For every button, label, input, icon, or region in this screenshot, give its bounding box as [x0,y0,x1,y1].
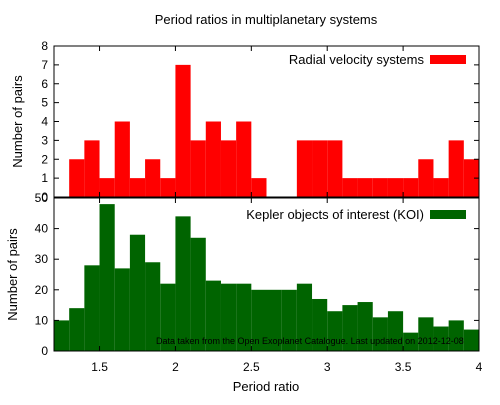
panel-frame [53,197,480,352]
y-tick-label: 0 [41,190,48,204]
histogram-bar [494,342,500,351]
histogram-bar [114,268,130,351]
y-tick-label: 30 [35,252,49,266]
bars-layer [54,64,500,351]
y-tick-label: 5 [41,96,48,110]
histogram-bar [236,283,252,351]
histogram-bar [145,262,161,351]
histogram-bar [84,265,100,351]
histogram-bar [160,283,176,351]
histogram-bar [372,317,388,351]
histogram-bar [190,140,206,197]
histogram-bar [99,204,115,351]
histogram-bar [357,178,373,197]
histogram-bar [312,140,328,197]
histogram-bar [281,289,297,351]
histogram-bar [129,234,146,351]
ticks-layer [54,45,480,352]
histogram-bar [387,178,404,197]
histogram-bar [220,140,237,197]
histogram-bar [296,283,313,351]
histogram-bar [448,140,464,197]
histogram-bar [296,140,313,197]
histogram-bar [251,178,267,197]
y-tick-label: 40 [35,222,49,236]
histogram-bar [357,302,373,351]
histogram-bar [433,178,449,197]
histogram-bar [479,305,494,351]
histogram-bar [403,178,419,197]
histogram-bar [418,317,434,351]
y-axis-title: Number of pairs [5,228,20,321]
histogram-bar [129,178,146,197]
histogram-bar [387,311,404,351]
histogram-bar [145,159,161,197]
legend-swatch [430,55,466,64]
y-tick-label: 10 [35,313,49,327]
y-tick-label: 6 [41,77,48,91]
histogram-bar [433,326,449,351]
histogram-bar [251,289,267,351]
x-tick-label: 3.5 [395,360,412,374]
x-tick-label: 1.5 [91,360,108,374]
histogram-bar [205,121,221,197]
y-tick-label: 0 [41,344,48,358]
histogram-bar [54,320,70,351]
histogram-bar [342,178,358,197]
histogram-bar [205,280,221,351]
y-tick-label: 50 [35,191,49,205]
x-axis-title: Period ratio [233,379,299,394]
histogram-bar [448,320,464,351]
histogram-bar [99,178,115,197]
data-source-note: Data taken from the Open Exoplanet Catal… [156,336,464,346]
histogram-bar [312,298,328,351]
histogram-bar [418,159,434,197]
series-koi [54,204,500,351]
histogram-bar [69,308,85,351]
y-tick-label: 4 [41,115,48,129]
histogram-bar [403,332,419,351]
x-tick-label: 2 [172,360,179,374]
histogram-bar [160,178,176,197]
labels-layer: 0 1 2 3 4 5 6 7 8 Number of pairs Radial velocity … [5,39,483,374]
histogram-bar [342,305,358,351]
histogram-bar [236,121,252,197]
y-tick-label: 8 [41,39,48,53]
chart-title: Period ratios in multiplanetary systems [155,12,378,27]
histogram-bar [84,140,100,197]
y-tick-label: 20 [35,283,49,297]
histogram-bar [114,121,130,197]
histogram-bar [220,283,237,351]
y-tick-label: 3 [41,133,48,147]
series-rv [69,64,479,197]
histogram-bar [266,289,282,351]
histogram-bar [175,216,191,351]
legend-label: Kepler objects of interest (KOI) [246,207,424,222]
histogram-bar [190,237,206,351]
x-tick-label: 4 [476,360,483,374]
histogram-bar [69,159,85,197]
histogram-bar [463,159,479,197]
y-tick-label: 2 [41,152,48,166]
y-tick-label: 1 [41,171,48,185]
legend-swatch [430,210,466,219]
histogram-bar [327,311,343,351]
histogram-bar [175,64,191,197]
x-tick-label: 3 [324,360,331,374]
y-tick-label: 7 [41,58,48,72]
histogram-bar [463,329,479,351]
histogram-bar [372,178,388,197]
x-tick-label: 2.5 [243,360,260,374]
y-axis-title: Number of pairs [10,75,25,168]
legend-label: Radial velocity systems [289,52,425,67]
histogram-bar [327,140,343,197]
